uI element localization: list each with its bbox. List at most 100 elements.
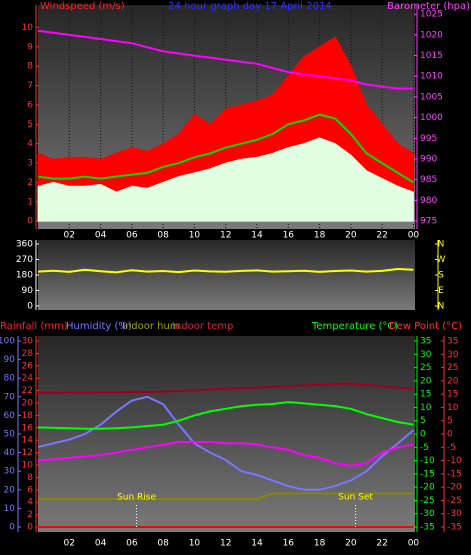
y-tick-label: 6 (27, 100, 33, 110)
y-tick-label: 12 (22, 448, 33, 458)
y2-tick-label: 995 (420, 134, 437, 144)
y2-label: Barometer (hpa) (387, 1, 470, 12)
y-tick-label: 5 (27, 120, 33, 130)
x-tick-label: 12 (220, 231, 231, 241)
y-tick-label: 24 (22, 374, 34, 384)
indoor-hum-label: Indoor hum (122, 321, 180, 332)
y-tick-label: 7 (27, 81, 33, 91)
y-tick-label: 10 (22, 23, 34, 33)
series-line (37, 29, 414, 90)
y2-tick-label: 5 (420, 416, 426, 426)
y2-tick-label: 990 (420, 154, 437, 164)
series-line (37, 401, 414, 430)
y2-tick-label: -5 (420, 443, 429, 453)
x-tick-label: 04 (95, 539, 107, 549)
annotation: Sun Rise (117, 493, 156, 503)
y-tick-label: 28 (22, 349, 34, 359)
x-tick-label: 08 (157, 231, 169, 241)
series-line (37, 113, 414, 184)
x-tick-label: 02 (64, 539, 75, 549)
x-tick-label: 00 (408, 231, 420, 241)
y-tick-label: 8 (27, 62, 33, 72)
y-tick-label: 4 (27, 139, 33, 149)
y3-tick-label: 30 (4, 467, 16, 477)
y2-tick-label: 30 (420, 350, 432, 360)
y2-tick-label: 1010 (420, 72, 443, 82)
y2-tick-label: -20 (420, 483, 435, 493)
y2-tick-label: E (438, 286, 444, 296)
y-tick-label: 0 (27, 217, 33, 227)
y3-tick-label: 90 (4, 355, 16, 365)
y2-tick-label: 1015 (420, 51, 443, 61)
y2-tick-label: W (437, 255, 446, 265)
x-tick-label: 20 (345, 539, 357, 549)
y4-tick-label: -25 (447, 496, 462, 506)
y2-tick-label: 20 (420, 376, 432, 386)
y3-tick-label: 70 (4, 392, 16, 402)
x-tick-label: 06 (126, 231, 138, 241)
y3-tick-label: 0 (9, 523, 15, 533)
y4-tick-label: -10 (447, 456, 462, 466)
y3-tick-label: 80 (4, 374, 16, 384)
title: 24 hour graph day 17 April 2014 (168, 1, 331, 12)
annotation: Sun Set (338, 493, 373, 503)
y-tick-label: 8 (27, 473, 33, 483)
x-tick-label: 10 (189, 231, 201, 241)
y-tick-label: 2 (27, 510, 33, 520)
y-tick-label: 22 (22, 386, 33, 396)
y4-tick-label: -15 (447, 469, 462, 479)
series-line (37, 441, 414, 467)
y2-tick-label: 15 (420, 390, 431, 400)
y2-tick-label: 35 (420, 337, 431, 347)
y-tick-label: 14 (22, 436, 34, 446)
y2-label: Temperature (°C) (311, 321, 398, 332)
y-tick-label: 180 (16, 271, 33, 281)
y2-tick-label: 1000 (420, 113, 443, 123)
x-tick-label: 14 (251, 231, 263, 241)
y-label: Rainfall (mm) (0, 321, 68, 332)
y4-tick-label: -30 (447, 509, 462, 519)
y-tick-label: 18 (22, 411, 34, 421)
y-tick-label: 20 (22, 399, 34, 409)
x-tick-label: 10 (189, 539, 201, 549)
y2-tick-label: 0 (420, 430, 426, 440)
y3-tick-label: 40 (4, 448, 16, 458)
plot-background (38, 240, 415, 310)
y2-tick-label: N (438, 240, 445, 250)
y-tick-label: 0 (27, 523, 33, 533)
y-tick-label: 10 (22, 461, 34, 471)
y-tick-label: 90 (22, 286, 34, 296)
x-tick-label: 22 (376, 539, 387, 549)
y-tick-label: 0 (27, 302, 33, 312)
indoor-temp-label: Indoor temp (172, 321, 233, 332)
y4-tick-label: 5 (447, 416, 453, 426)
y-tick-label: 3 (27, 159, 33, 169)
y2-tick-label: 25 (420, 363, 431, 373)
x-tick-label: 12 (220, 539, 231, 549)
y4-tick-label: 30 (447, 350, 459, 360)
series-line (37, 395, 415, 491)
x-tick-label: 22 (376, 231, 387, 241)
y4-tick-label: 10 (447, 403, 459, 413)
y-label: Windspeed (m/s) (40, 1, 125, 12)
y2-tick-label: 1020 (420, 30, 443, 40)
y-tick-label: 1 (27, 197, 33, 207)
plot-background (38, 336, 415, 532)
x-tick-label: 14 (251, 539, 263, 549)
y2-tick-label: -15 (420, 469, 435, 479)
series-area (37, 137, 414, 222)
y-tick-label: 9 (27, 42, 33, 52)
y4-tick-label: 20 (447, 376, 459, 386)
y-tick-label: 26 (22, 361, 34, 371)
y3-tick-label: 10 (4, 504, 16, 514)
x-tick-label: 18 (314, 231, 326, 241)
y4-tick-label: 0 (447, 430, 453, 440)
x-tick-label: 16 (283, 231, 295, 241)
y-tick-label: 360 (16, 240, 33, 250)
y2-tick-label: -35 (420, 523, 435, 533)
x-tick-label: 00 (408, 539, 420, 549)
y2-tick-label: -30 (420, 509, 435, 519)
x-tick-label: 02 (64, 231, 75, 241)
y2-tick-label: N (438, 302, 445, 312)
